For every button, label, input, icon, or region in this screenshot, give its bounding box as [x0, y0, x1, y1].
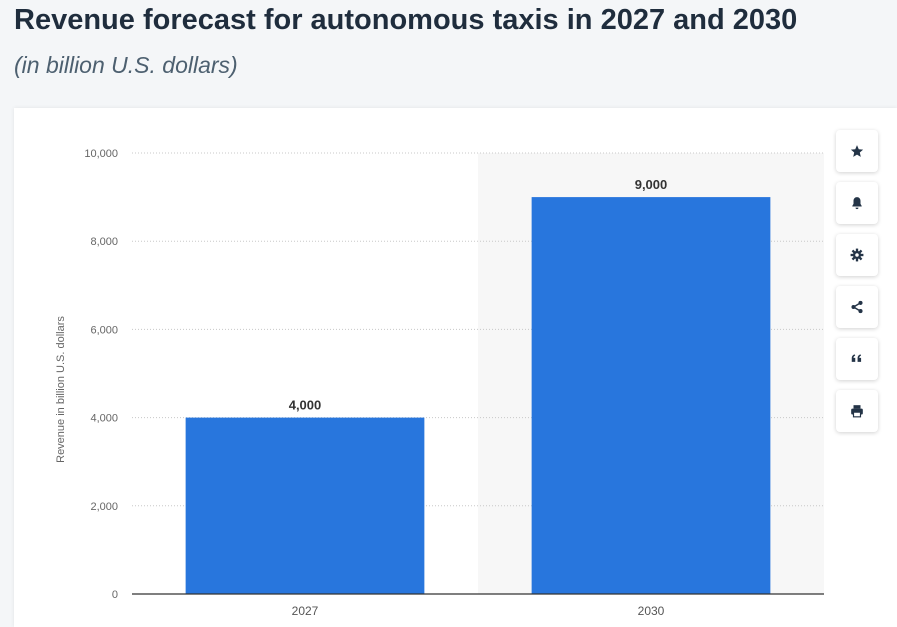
settings-button[interactable] [836, 234, 878, 276]
value-label: 4,000 [289, 398, 322, 413]
x-tick-label: 2027 [292, 604, 319, 618]
favorite-button[interactable] [836, 130, 878, 172]
page-title: Revenue forecast for autonomous taxis in… [14, 4, 798, 36]
y-tick-label: 0 [112, 589, 118, 601]
print-icon [851, 405, 863, 418]
y-tick-label: 6,000 [90, 324, 118, 336]
y-tick-label: 8,000 [90, 236, 118, 248]
bar-chart: 0 2,000 4,000 6,000 8,000 10,000 4,000 2027 9,00… [55, 148, 824, 618]
share-button[interactable] [836, 286, 878, 328]
x-tick-label: 2030 [638, 604, 665, 618]
y-tick-label: 4,000 [90, 413, 118, 425]
bar-2030 [531, 197, 771, 594]
quote-icon [851, 354, 862, 362]
notification-button[interactable] [836, 182, 878, 224]
page-subtitle: (in billion U.S. dollars) [14, 52, 238, 78]
y-tick-label: 10,000 [84, 148, 118, 160]
gear-icon [850, 248, 864, 262]
bell-icon [852, 197, 862, 210]
chart-toolbar [836, 130, 878, 442]
chart-card: 0 2,000 4,000 6,000 8,000 10,000 4,000 2027 9,00… [14, 108, 897, 627]
value-label: 9,000 [635, 177, 668, 192]
bar-2027 [185, 417, 425, 594]
print-button[interactable] [836, 390, 878, 432]
cite-button[interactable] [836, 338, 878, 380]
y-tick-label: 2,000 [90, 501, 118, 513]
share-icon [851, 300, 863, 314]
star-icon [850, 145, 864, 157]
y-axis-label: Revenue in billion U.S. dollars [55, 316, 67, 463]
